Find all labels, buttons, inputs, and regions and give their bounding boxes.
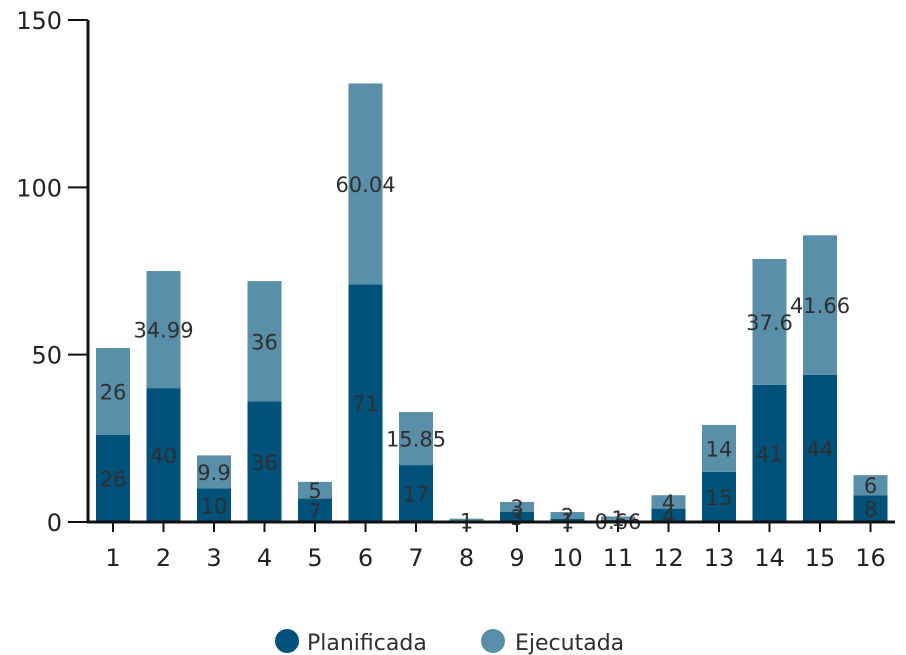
data-label-planificada-1: 26	[100, 467, 127, 491]
legend-swatch-ejecutada	[481, 629, 505, 653]
x-tick-label-11: 11	[603, 544, 634, 572]
bar-planificada-10	[550, 518, 585, 522]
bar-planificada-13	[702, 471, 736, 522]
bar-planificada-7	[399, 465, 433, 522]
data-label-ejecutada-6: 60.04	[335, 173, 395, 197]
bar-ejecutada-14	[752, 258, 787, 385]
legend-item-planificada[interactable]: Planificada	[275, 629, 427, 655]
legend-swatch-planificada	[275, 629, 299, 653]
bar-ejecutada-4	[247, 281, 282, 402]
bar-ejecutada-12	[651, 495, 686, 509]
y-tick-label-100: 100	[16, 174, 62, 202]
x-tick-label-14: 14	[754, 544, 785, 572]
bar-planificada-9	[500, 511, 534, 522]
bar-ejecutada-3	[197, 455, 231, 489]
x-tick-label-3: 3	[206, 544, 221, 572]
legend-item-ejecutada[interactable]: Ejecutada	[481, 629, 624, 655]
data-label-ejecutada-2: 34.99	[133, 319, 193, 343]
x-tick-label-9: 9	[509, 544, 524, 572]
x-tick-label-7: 7	[408, 544, 423, 572]
data-label-ejecutada-1: 26	[100, 380, 127, 404]
bar-planificada-2	[146, 388, 181, 522]
data-label-planificada-2: 40	[150, 444, 177, 468]
bar-ejecutada-15	[803, 235, 837, 375]
data-label-ejecutada-16: 6	[864, 474, 877, 498]
data-label-ejecutada-9: 3	[510, 496, 523, 520]
data-label-planificada-6: 71	[352, 392, 379, 416]
legend-label-ejecutada: Ejecutada	[515, 631, 624, 655]
data-label-ejecutada-4: 36	[251, 330, 278, 354]
data-label-planificada-7: 17	[403, 483, 430, 507]
bar-ejecutada-13	[702, 424, 736, 472]
data-label-planificada-16: 8	[864, 498, 877, 522]
bar-ejecutada-11	[601, 516, 635, 520]
bar-planificada-6	[348, 284, 383, 522]
bar-ejecutada-2	[146, 271, 181, 389]
x-tick-label-10: 10	[552, 544, 583, 572]
y-tick-label-0: 0	[47, 509, 62, 537]
y-tick-label-150: 150	[16, 7, 62, 35]
bar-planificada-1	[96, 434, 130, 522]
data-label-ejecutada-3: 9.9	[197, 461, 230, 485]
bar-ejecutada-9	[500, 501, 534, 512]
x-tick-label-15: 15	[805, 544, 836, 572]
data-label-ejecutada-13: 14	[706, 437, 733, 461]
data-label-ejecutada-10: 2	[561, 504, 574, 528]
x-tick-label-16: 16	[855, 544, 886, 572]
bar-ejecutada-6	[348, 83, 383, 285]
bar-ejecutada-1	[96, 347, 130, 435]
bar-planificada-3	[197, 488, 231, 522]
bar-ejecutada-7	[399, 412, 433, 466]
data-label-ejecutada-14: 37.6	[746, 311, 793, 335]
bar-ejecutada-16	[853, 475, 888, 496]
data-label-planificada-9: 3	[510, 506, 523, 530]
bar-planificada-4	[247, 401, 282, 522]
x-tick-label-12: 12	[653, 544, 684, 572]
data-label-ejecutada-12: 4	[662, 491, 675, 515]
bar-ejecutada-5	[298, 481, 332, 499]
data-label-ejecutada-11: 1	[611, 507, 624, 531]
x-tick-label-8: 8	[459, 544, 474, 572]
bar-ejecutada-8	[449, 518, 484, 522]
data-label-ejecutada-7: 15.85	[386, 428, 446, 452]
legend-label-planificada: Planificada	[307, 631, 427, 655]
bar-planificada-16	[853, 495, 888, 522]
bar-planificada-15	[803, 374, 837, 522]
y-tick-label-50: 50	[31, 342, 62, 370]
x-tick-label-6: 6	[358, 544, 373, 572]
bar-planificada-5	[298, 498, 332, 522]
x-tick-label-4: 4	[257, 544, 272, 572]
data-label-ejecutada-15: 41.66	[790, 294, 850, 318]
bar-planificada-12	[651, 508, 686, 522]
data-label-planificada-15: 44	[807, 437, 834, 461]
data-label-planificada-13: 15	[706, 486, 733, 510]
bar-ejecutada-10	[550, 511, 585, 519]
data-label-planificada-5: 7	[308, 499, 321, 523]
data-label-planificada-4: 36	[251, 451, 278, 475]
data-label-ejecutada-5: 5	[308, 479, 321, 503]
x-tick-label-5: 5	[307, 544, 322, 572]
bar-planificada-14	[752, 384, 787, 522]
legend: Planificada Ejecutada	[275, 629, 624, 655]
data-label-planificada-14: 41	[756, 442, 783, 466]
data-label-planificada-3: 10	[201, 494, 228, 518]
x-tick-label-2: 2	[156, 544, 171, 572]
x-tick-label-13: 13	[704, 544, 735, 572]
x-tick-label-1: 1	[105, 544, 120, 572]
